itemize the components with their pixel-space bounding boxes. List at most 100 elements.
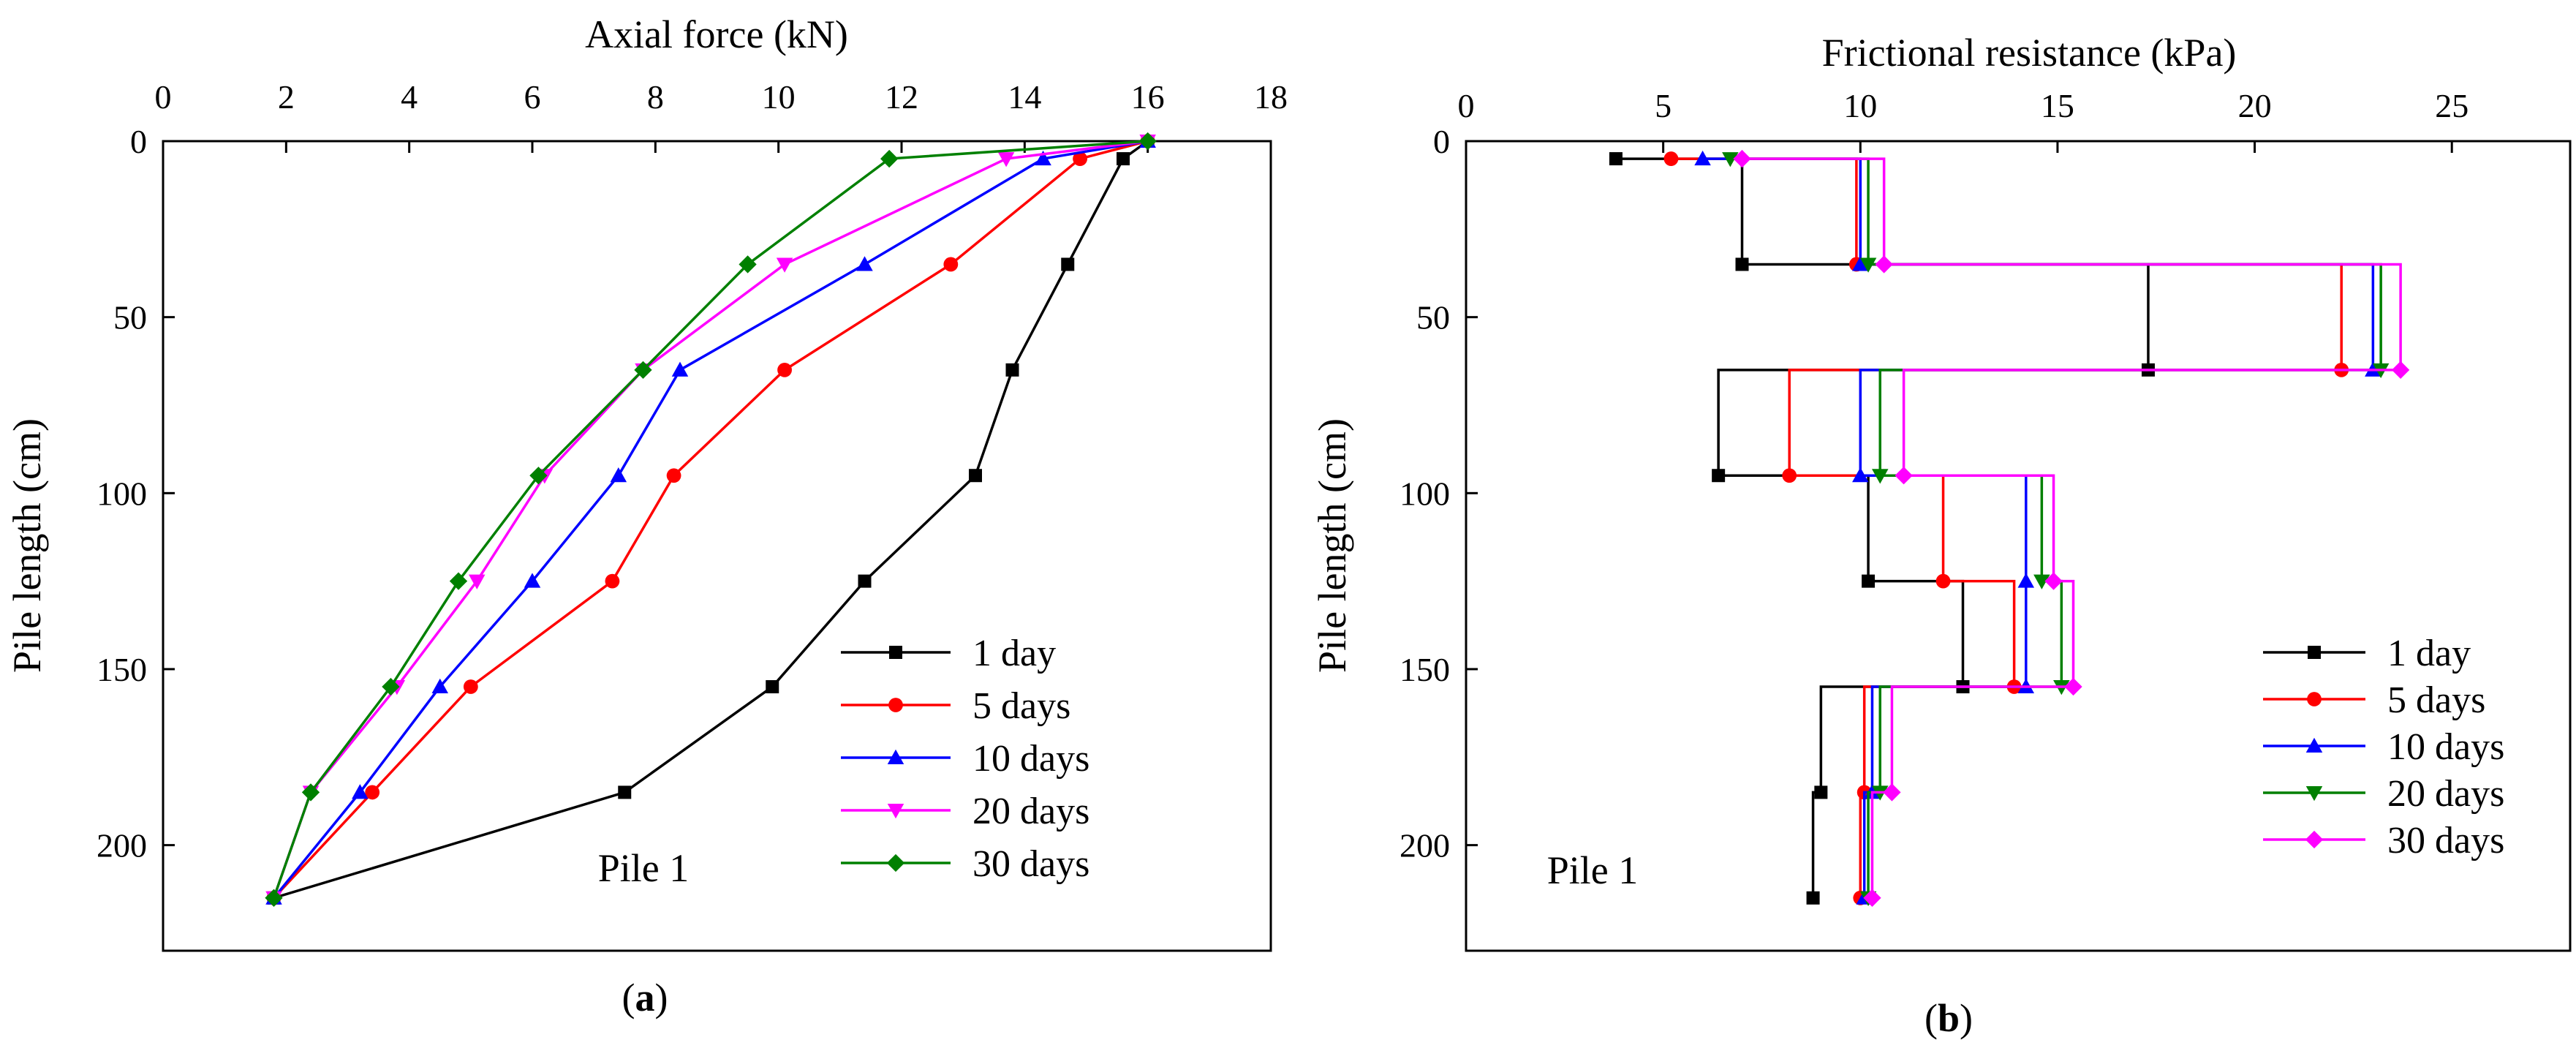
panel-b-caption: (b)	[1925, 996, 1973, 1040]
panel-a-data-point-10-days	[524, 573, 541, 588]
panel-a-x-tick-label: 10	[762, 78, 796, 116]
panel-b-data-point-10-days	[2017, 573, 2035, 588]
panel-b-legend-label-30-days: 30 days	[2387, 820, 2504, 862]
panel-a-data-point-5-days	[943, 257, 959, 272]
panel-a-x-axis-title: Axial force (kN)	[585, 12, 848, 56]
panel-b-data-point-1-day	[1814, 785, 1828, 799]
panel-a-data-point-1-day	[969, 469, 982, 483]
panel-a-data-point-10-days	[431, 678, 448, 694]
panel-b-legend-marker-5-days	[2307, 692, 2322, 706]
panel-a-x-tick-label: 18	[1254, 78, 1288, 116]
panel-b-x-tick-label: 20	[2238, 87, 2272, 124]
panel-b-data-point-10-days	[1852, 256, 1869, 271]
panel-a-x-tick-label: 2	[278, 78, 295, 116]
panel-b-data-point-1-day	[1609, 152, 1623, 166]
panel-a-data-point-5-days	[605, 573, 620, 589]
panel-b-legend-label-5-days: 5 days	[2387, 679, 2485, 721]
panel-b-series-line-10-days	[1702, 157, 2375, 898]
panel-b-data-point-30-days	[1863, 889, 1881, 907]
panel-b-series-layer	[1609, 149, 2410, 907]
panel-b-y-ticks: 0 50 100 150 200	[1400, 123, 1478, 864]
panel-b-legend: 1 day 5 days 10 days 20 days 30 days	[2263, 633, 2504, 862]
panel-a-data-point-1-day	[618, 785, 632, 799]
panel-a-data-point-5-days	[463, 679, 478, 694]
panel-b-legend-marker-20-days	[2305, 786, 2323, 802]
panel-b-series-line-5-days	[1671, 157, 2343, 898]
panel-a-data-point-20-days	[776, 257, 793, 273]
panel-b-y-tick-label: 200	[1400, 827, 1450, 864]
panel-b-data-point-5-days	[1663, 151, 1679, 166]
panel-a-x-tick-label: 6	[524, 78, 541, 116]
panel-b-data-point-30-days	[2064, 677, 2082, 696]
panel-a-series-layer	[265, 132, 1157, 907]
panel-b-legend-label-1-day: 1 day	[2387, 633, 2471, 674]
panel-a-data-point-30-days	[265, 889, 283, 907]
panel-b-data-point-1-day	[1806, 891, 1820, 905]
panel-b-data-point-1-day	[1735, 257, 1749, 271]
panel-a-series-line-5-days	[273, 140, 1149, 899]
panel-a-legend-marker-10-days	[887, 749, 904, 764]
panel-a-legend-marker-20-days	[887, 804, 904, 819]
panel-b-data-point-20-days	[2033, 574, 2050, 589]
panel-b-data-point-30-days	[2044, 572, 2063, 590]
panel-a-data-point-20-days	[997, 152, 1015, 167]
panel-b-caption-letter: b	[1938, 996, 1960, 1040]
panel-a-series-line-1-day	[273, 140, 1149, 900]
panel-a-legend-label-10-days: 10 days	[972, 738, 1089, 780]
panel-a-series-line-20-days	[272, 140, 1148, 899]
panel-a-legend: 1 day 5 days 10 days 20 days 30 days	[841, 633, 1089, 885]
panel-a-series-line-30-days	[272, 140, 1148, 899]
panel-a-y-tick-label: 100	[97, 475, 147, 512]
panel-a-data-point-1-day	[766, 680, 779, 694]
panel-b-caption-open: (	[1925, 996, 1938, 1040]
panel-a-data-point-30-days	[529, 467, 548, 485]
panel-b-series-line-30-days	[1742, 157, 2402, 898]
panel-b-y-tick-label: 50	[1416, 299, 1450, 336]
panel-b-data-point-10-days	[1852, 467, 1869, 483]
panel-b-x-axis-title: Frictional resistance (kPa)	[1822, 31, 2237, 75]
panel-a-y-tick-label: 150	[97, 651, 147, 688]
panel-a-data-point-1-day	[1005, 363, 1019, 377]
panel-a-caption-close: )	[655, 976, 668, 1019]
panel-b-legend-marker-10-days	[2305, 737, 2323, 753]
panel-b-data-point-30-days	[1895, 467, 1913, 485]
panel-a-data-point-10-days	[1035, 150, 1051, 166]
panel-b-y-tick-label: 0	[1433, 123, 1450, 160]
panel-a-legend-label-30-days: 30 days	[972, 843, 1089, 885]
panel-b-x-tick-label: 0	[1458, 87, 1475, 124]
panel-a-x-ticks: 0 2 4 6 8 10 12 14 16 18	[155, 78, 1288, 153]
panel-a-data-point-20-days	[469, 574, 486, 589]
panel-a-y-tick-label: 0	[130, 123, 147, 160]
panel-b-data-point-10-days	[1694, 150, 1711, 166]
panel-b-data-point-20-days	[1859, 257, 1877, 273]
panel-a-caption-open: (	[622, 976, 635, 1019]
panel-a-x-tick-label: 12	[885, 78, 918, 116]
panel-a-series-line-10-days	[273, 140, 1148, 899]
panel-a-data-point-30-days	[1138, 132, 1157, 151]
panel-a-data-point-1-day	[1117, 152, 1130, 166]
panel-a-data-point-1-day	[1061, 257, 1075, 271]
panel-a-data-point-30-days	[739, 255, 757, 274]
panel-b-legend-marker-30-days	[2305, 830, 2324, 849]
panel-b-legend-marker-1-day	[2308, 646, 2321, 659]
panel-a-data-point-10-days	[856, 256, 873, 271]
panel-a-x-tick-label: 8	[647, 78, 664, 116]
panel-b-data-point-5-days	[1935, 573, 1951, 589]
panel-a-legend-marker-1-day	[889, 646, 902, 659]
panel-a-legend-label-20-days: 20 days	[972, 791, 1089, 832]
panel-a-data-point-10-days	[610, 467, 627, 483]
panel-a-legend-marker-5-days	[888, 698, 903, 712]
panel-a-axial-force: 0 2 4 6 8 10 12 14 16 18 0 50 100 150 200 Axial force…	[5, 12, 1288, 1019]
panel-b-y-axis-title: Pile length (cm)	[1310, 418, 1354, 673]
panel-a-caption-letter: a	[635, 976, 655, 1019]
panel-a-data-point-10-days	[671, 361, 689, 377]
panel-a-data-point-30-days	[382, 677, 400, 696]
panel-b-data-point-30-days	[2391, 361, 2410, 379]
panel-a-legend-label-1-day: 1 day	[972, 633, 1056, 674]
panel-a-data-point-1-day	[858, 574, 872, 588]
panel-b-data-point-5-days	[1782, 468, 1797, 483]
panel-a-data-point-30-days	[634, 361, 652, 379]
panel-b-data-point-30-days	[1883, 783, 1901, 802]
panel-b-frictional-resistance: 0 5 10 15 20 25 0 50 100 150 200 Frictional resis…	[1310, 31, 2572, 1040]
